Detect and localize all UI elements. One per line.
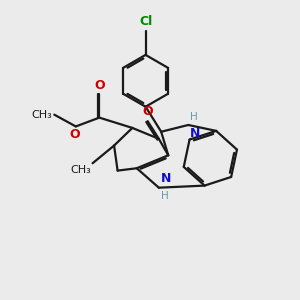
Text: CH₃: CH₃ xyxy=(70,165,91,175)
Text: O: O xyxy=(142,105,153,118)
Text: CH₃: CH₃ xyxy=(31,110,52,120)
Text: H: H xyxy=(161,190,169,201)
Text: H: H xyxy=(190,112,198,122)
Text: O: O xyxy=(94,79,105,92)
Text: O: O xyxy=(70,128,80,141)
Text: N: N xyxy=(190,127,201,140)
Text: N: N xyxy=(161,172,171,185)
Text: Cl: Cl xyxy=(139,15,152,28)
